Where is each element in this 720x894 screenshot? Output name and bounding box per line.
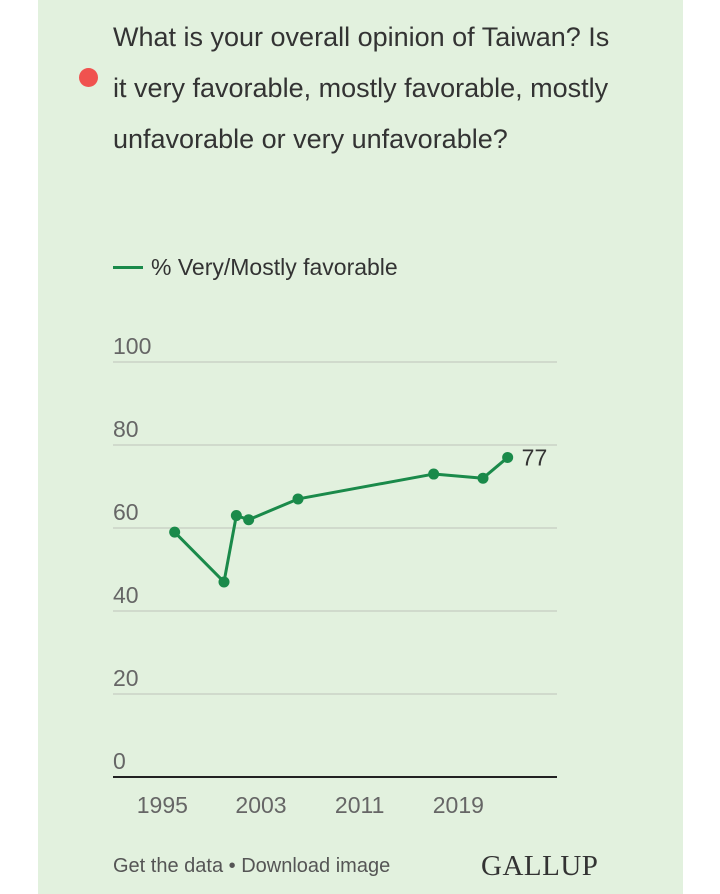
red-dot-icon — [79, 68, 98, 87]
y-tick-label: 100 — [113, 333, 151, 359]
footer-separator: • — [228, 855, 236, 877]
series-line — [173, 456, 509, 584]
data-point — [230, 510, 242, 522]
x-tick-label: 2019 — [433, 792, 484, 818]
y-tick-label: 40 — [113, 582, 139, 608]
chart-card — [38, 0, 683, 894]
data-point — [243, 514, 255, 526]
x-tick-label: 2011 — [335, 792, 384, 818]
legend-line-icon — [113, 266, 143, 269]
gallup-logo: GALLUP — [481, 850, 599, 882]
data-point — [218, 576, 230, 588]
data-point — [428, 468, 440, 480]
x-tick-label: 1995 — [137, 792, 188, 818]
get-data-link[interactable]: Get the data — [113, 855, 224, 877]
data-point — [292, 493, 304, 505]
data-point — [502, 451, 514, 463]
data-point — [477, 472, 489, 484]
legend-label: % Very/Mostly favorable — [151, 254, 398, 280]
footer: Get the data • Download image — [113, 855, 390, 878]
download-image-link[interactable]: Download image — [241, 855, 391, 877]
y-tick-label: 60 — [113, 499, 139, 525]
end-data-label: 77 — [522, 444, 548, 470]
y-tick-label: 80 — [113, 416, 139, 442]
legend: % Very/Mostly favorable — [113, 254, 398, 281]
y-tick-label: 0 — [113, 748, 126, 774]
question-title: What is your overall opinion of Taiwan? … — [113, 22, 610, 154]
x-tick-label: 2003 — [235, 792, 286, 818]
y-tick-label: 20 — [113, 665, 139, 691]
data-point — [169, 526, 181, 538]
